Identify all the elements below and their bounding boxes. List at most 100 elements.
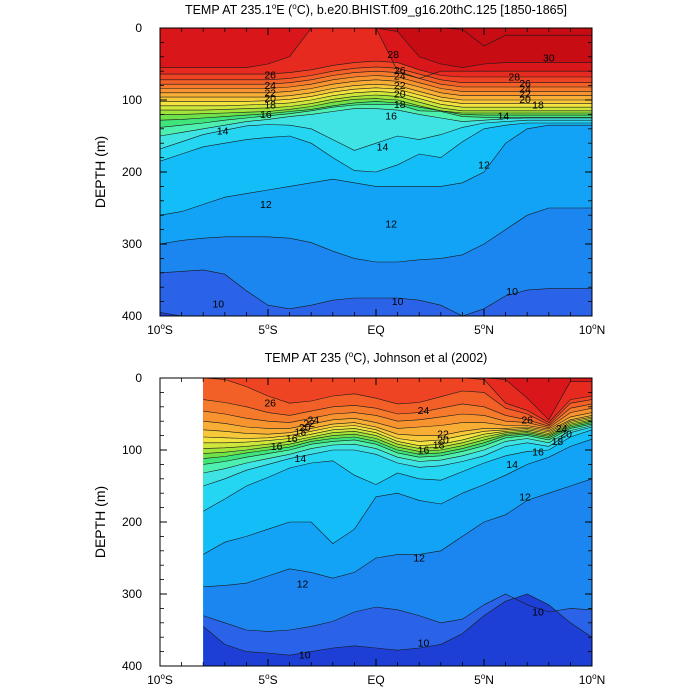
contour-label: 12 [413,553,425,565]
panel-top-contour-lines [160,28,592,316]
isotherm-10 [160,269,592,316]
y-tick-label: 200 [122,165,142,179]
panel-top-filled-contours [160,28,592,316]
isotherm-18 [160,98,592,115]
panel-bottom-filled-contours [203,378,592,666]
contour-label: 12 [297,578,309,590]
contour-label: 10 [418,637,430,649]
x-tick-label: EQ [367,673,384,687]
x-tick-label: 10oN [579,672,605,687]
contour-label: 18 [552,436,564,448]
panel-bottom-contour-lines [203,378,592,656]
contour-label: 16 [260,109,272,121]
contour-label: 20 [394,89,406,101]
isotherm-25 [160,70,592,88]
isotherm-28 [160,28,592,79]
contour-label: 18 [295,427,307,439]
contour-label: 22 [303,418,315,430]
isotherm-14 [203,426,592,487]
isotherm-30 [160,28,592,47]
y-tick-label: 100 [122,443,142,457]
isotherm-17 [203,422,592,459]
contour-label: 10 [506,286,518,298]
contour-label: 14 [506,459,518,471]
contour-label: 24 [264,80,276,92]
contour-label: 30 [543,53,555,65]
contour-label: 14 [377,141,389,153]
contour-label: 10 [392,296,404,308]
contour-label: 26 [394,65,406,77]
panel-bottom-axes: 0 100 200 300 400 10oS 5oS EQ 5oN 10oN [122,371,605,687]
y-tick-label: 300 [122,237,142,251]
contour-label: 22 [437,429,449,441]
isotherm-16 [203,423,592,465]
y-tick-label: 400 [122,659,142,673]
isotherm-24 [160,75,592,92]
y-tick-label: 0 [135,21,142,35]
contour-label: 22 [519,89,531,101]
isotherm-22 [203,415,592,436]
contour-label: 16 [532,447,544,459]
x-tick-label: 10oN [579,322,605,337]
panel-top-axes: 0 100 200 300 400 10oS 5oS EQ 5oN 10oN [122,21,605,337]
isotherm-26 [203,378,592,426]
panel-bottom-ylabel: DEPTH (m) [92,486,108,558]
contour-label: 18 [264,100,276,112]
contour-label: 20 [299,422,311,434]
isotherm-27 [160,60,592,78]
isotherm-24 [203,407,592,429]
contour-label: 24 [556,423,568,435]
isotherm-16 [160,104,592,128]
isotherm-20 [160,91,592,108]
isotherm-20 [203,418,592,447]
isotherm-15 [160,108,592,137]
panel-bottom-contour-labels: 2624222018161614242220181626242018161412… [264,398,572,662]
isotherm-23 [203,412,592,430]
x-tick-label: 5oS [258,322,277,337]
contour-label: 12 [519,491,531,503]
isotherm-12 [160,124,592,216]
isotherm-9 [203,593,592,656]
contour-label: 22 [394,80,406,92]
isotherm-15 [203,425,592,474]
isotherm-13 [203,429,592,512]
isotherm-29 [160,28,592,68]
isotherm-19 [203,419,592,449]
contour-label: 14 [295,453,307,465]
y-tick-label: 300 [122,587,142,601]
fill-band-below-10 [160,269,592,316]
panel-bottom-title: TEMP AT 235 (oC), Johnson et al (2002) [265,350,488,365]
fill-band-below-9 [203,594,592,666]
isotherm-22 [160,83,592,101]
contour-label: 12 [385,218,397,230]
isotherm-21 [203,416,592,442]
isotherm-14 [160,119,592,151]
isotherm-28 [203,378,592,421]
contour-label: 20 [519,94,531,106]
isotherm-18 [203,420,592,454]
isotherm-11 [160,207,592,263]
contour-label: 18 [433,439,445,451]
contour-label: 16 [385,110,397,122]
contour-label: 24 [308,414,320,426]
contour-label: 18 [532,100,544,112]
panel-top-ylabel: DEPTH (m) [92,136,108,208]
isotherm-11 [203,478,592,588]
contour-label: 28 [387,49,399,61]
contour-label: 10 [212,298,224,310]
isotherm-26 [160,66,592,83]
x-tick-label: 5oN [474,322,494,337]
contour-label: 24 [418,405,430,417]
contour-label: 20 [560,429,572,441]
contour-label: 14 [498,110,510,122]
contour-label: 10 [299,650,311,662]
contour-label: 28 [508,71,520,83]
contour-label: 24 [519,84,531,96]
x-tick-label: 10oS [147,322,173,337]
contour-label: 16 [418,445,430,457]
y-tick-label: 100 [122,93,142,107]
x-tick-label: 5oS [258,672,277,687]
y-tick-label: 200 [122,515,142,529]
x-tick-label: 10oS [147,672,173,687]
